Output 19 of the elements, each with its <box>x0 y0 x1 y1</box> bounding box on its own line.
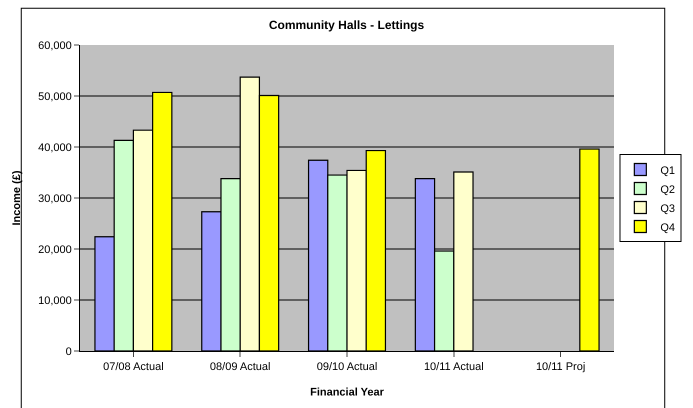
y-axis-title: Income (£) <box>10 170 23 226</box>
y-tick-label: 0 <box>66 346 72 358</box>
y-tick-label: 50,000 <box>38 90 72 103</box>
legend-label: Q1 <box>660 164 676 177</box>
x-axis-title: Financial Year <box>310 386 385 398</box>
x-tick-label: 09/10 Actual <box>316 361 378 374</box>
y-tick-label: 60,000 <box>38 40 72 52</box>
y-tick-label: 20,000 <box>38 244 72 256</box>
y-tick-label: 40,000 <box>38 142 72 154</box>
x-tick-label: 08/09 Actual <box>210 361 270 374</box>
legend-label: Q2 <box>660 184 676 196</box>
y-tick-label: 30,000 <box>38 192 72 205</box>
y-tick-label: 10,000 <box>38 294 72 307</box>
legend-label: Q4 <box>660 222 676 234</box>
chart-title: Community Halls - Lettings <box>268 18 424 32</box>
x-tick-label: 07/08 Actual <box>103 361 164 374</box>
legend-label: Q3 <box>660 202 676 215</box>
x-tick-label: 10/11 Proj <box>536 361 586 374</box>
x-tick-label: 10/11 Actual <box>424 361 484 374</box>
